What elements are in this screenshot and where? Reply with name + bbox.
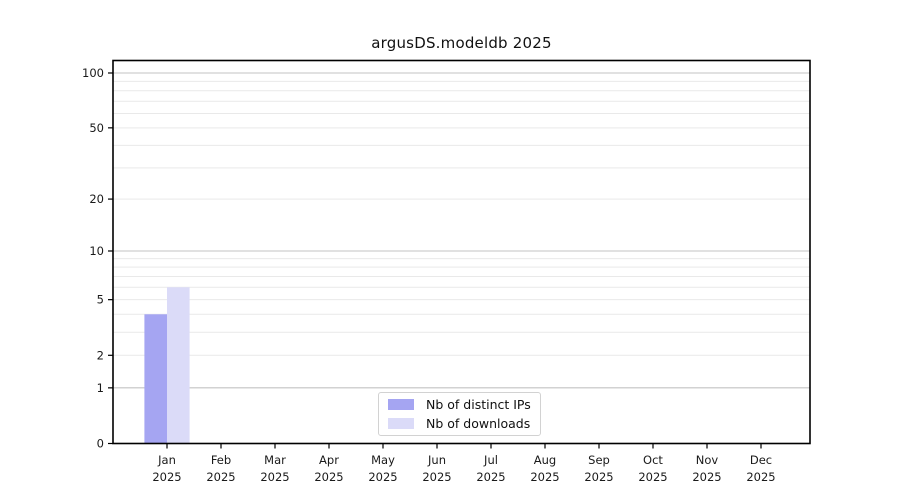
x-tick-label-month: May — [371, 453, 395, 467]
x-tick-label-year: 2025 — [152, 470, 181, 484]
x-tick-label-year: 2025 — [260, 470, 289, 484]
distinct-ips-swatch — [388, 399, 414, 410]
x-tick-label-year: 2025 — [746, 470, 775, 484]
y-tick-label: 1 — [97, 381, 104, 395]
x-tick-label-month: Jan — [157, 453, 176, 467]
y-tick-label: 5 — [97, 293, 104, 307]
chart-title: argusDS.modeldb 2025 — [371, 34, 552, 52]
x-tick-label-month: Apr — [319, 453, 339, 467]
x-tick-label-year: 2025 — [368, 470, 397, 484]
legend: Nb of distinct IPs Nb of downloads — [378, 392, 541, 436]
x-tick-label-year: 2025 — [314, 470, 343, 484]
x-tick-label-month: Oct — [643, 453, 663, 467]
y-tick-label: 20 — [89, 192, 104, 206]
x-tick-label-month: Jul — [483, 453, 498, 467]
legend-label-downloads: Nb of downloads — [426, 416, 531, 431]
bar-jan-distinct-ips — [144, 314, 167, 444]
legend-item-distinct-ips: Nb of distinct IPs — [379, 397, 540, 412]
y-tick-label: 0 — [97, 437, 104, 451]
x-tick-label-year: 2025 — [206, 470, 235, 484]
y-tick-label: 50 — [89, 121, 104, 135]
x-tick-label-month: Dec — [750, 453, 772, 467]
x-tick-label-year: 2025 — [422, 470, 451, 484]
x-tick-label-year: 2025 — [692, 470, 721, 484]
y-tick-label: 100 — [82, 66, 104, 80]
x-tick-label-year: 2025 — [530, 470, 559, 484]
axes-frame — [112, 59, 811, 445]
bar-jan-downloads — [167, 287, 190, 444]
x-tick-label-month: Sep — [588, 453, 610, 467]
x-tick-label-month: Mar — [264, 453, 286, 467]
y-tick-label: 2 — [97, 348, 104, 362]
x-tick-label-year: 2025 — [476, 470, 505, 484]
legend-label-distinct-ips: Nb of distinct IPs — [426, 397, 531, 412]
x-tick-label-month: Feb — [211, 453, 231, 467]
downloads-swatch — [388, 418, 414, 429]
x-tick-label-month: Aug — [534, 453, 556, 467]
legend-item-downloads: Nb of downloads — [379, 416, 540, 431]
y-tick-label: 10 — [89, 244, 104, 258]
x-tick-label-month: Nov — [696, 453, 719, 467]
x-tick-label-year: 2025 — [638, 470, 667, 484]
x-tick-label-month: Jun — [427, 453, 446, 467]
x-tick-label-year: 2025 — [584, 470, 613, 484]
